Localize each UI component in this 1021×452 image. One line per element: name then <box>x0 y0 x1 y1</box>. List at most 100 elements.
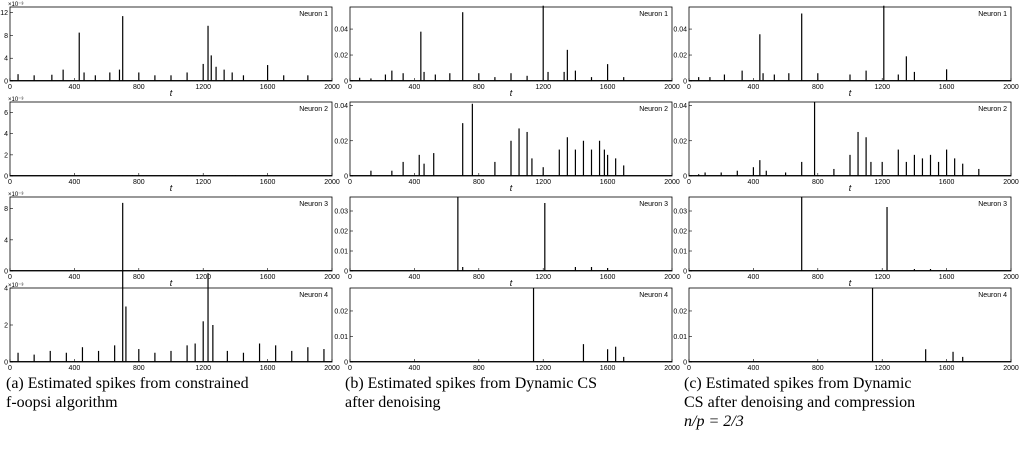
caption-a-line1: (a) Estimated spikes from constrained <box>6 375 249 392</box>
y-tick-label: 0 <box>4 360 8 367</box>
x-tick-label: 2000 <box>664 179 680 186</box>
y-tick-label: 0.01 <box>334 334 348 341</box>
x-tick-label: 1600 <box>939 179 955 186</box>
y-tick-label: 6 <box>4 110 8 117</box>
caption-c-line1: (c) Estimated spikes from Dynamic <box>684 375 912 392</box>
x-tick-label: 400 <box>748 84 760 91</box>
y-tick-label: 0.01 <box>673 334 687 341</box>
y-tick-label: 8 <box>4 33 8 40</box>
x-tick-label: 1600 <box>939 84 955 91</box>
plot-frame <box>688 6 1012 82</box>
x-tick-label: 2000 <box>324 84 340 91</box>
x-tick-label: 400 <box>748 365 760 370</box>
y-tick-label: 4 <box>4 56 8 63</box>
x-tick-label: 800 <box>473 179 485 186</box>
x-tick-label: 400 <box>69 84 81 91</box>
x-tick-label: 0 <box>8 179 12 186</box>
x-tick-label: 1600 <box>260 274 276 281</box>
x-tick-label: 1200 <box>195 274 211 281</box>
x-tick-label: 0 <box>687 365 691 370</box>
x-tick-label: 0 <box>687 179 691 186</box>
y-tick-label: 0 <box>683 360 687 367</box>
plot-frame <box>9 101 333 177</box>
y-tick-label: 0.02 <box>673 308 687 315</box>
panel-3-1: 0 0.02 0.04 0 400 800 1200 1600 2000 t Neuron 1 <box>673 5 1019 98</box>
caption-a-line2: f-oopsi algorithm <box>6 394 118 411</box>
plot-frame <box>9 6 333 82</box>
y-tick-label: 0 <box>344 360 348 367</box>
x-tick-label: 800 <box>473 84 485 91</box>
y-tick-label: 4 <box>4 131 8 138</box>
y-tick-label: 8 <box>4 206 8 213</box>
y-tick-label: 0.03 <box>334 209 348 216</box>
x-tick-label: 0 <box>8 365 12 370</box>
panel-2-3: 0 0.01 0.02 0.03 0 400 800 1200 1600 2000 t Neuron … <box>334 196 680 288</box>
y-tick-label: 0.04 <box>673 103 687 110</box>
x-tick-label: 2000 <box>664 365 680 370</box>
caption-a: (a) Estimated spikes from constrained f-… <box>6 374 341 412</box>
panel-1-3: 0 4 8 ×10⁻³ 0 400 800 1200 1600 2000 t Neuron 3 <box>4 192 340 288</box>
y-exponent-label: ×10⁻³ <box>8 2 23 8</box>
x-axis-label: t <box>170 88 173 98</box>
y-tick-label: 0.02 <box>673 53 687 60</box>
x-tick-label: 400 <box>69 274 81 281</box>
x-tick-label: 1200 <box>535 179 551 186</box>
caption-b: (b) Estimated spikes from Dynamic CS aft… <box>345 374 680 412</box>
x-tick-label: 800 <box>133 274 145 281</box>
x-tick-label: 0 <box>348 84 352 91</box>
y-exponent-label: ×10⁻³ <box>8 192 23 198</box>
plot-frame <box>688 196 1012 272</box>
neuron-label: Neuron 3 <box>639 201 668 208</box>
y-tick-label: 12 <box>0 10 8 17</box>
x-tick-label: 1600 <box>260 179 276 186</box>
x-tick-label: 1600 <box>939 274 955 281</box>
y-tick-label: 0 <box>683 269 687 276</box>
x-tick-label: 400 <box>748 274 760 281</box>
plot-frame <box>349 287 673 363</box>
x-tick-label: 400 <box>409 274 421 281</box>
y-tick-label: 2 <box>4 323 8 330</box>
panel-3-4: 0 0.01 0.02 0 400 800 1200 1600 2000 t Neuron 4 <box>673 287 1019 370</box>
neuron-label: Neuron 1 <box>639 11 668 18</box>
x-tick-label: 400 <box>409 365 421 370</box>
y-tick-label: 0 <box>683 174 687 181</box>
neuron-label: Neuron 4 <box>978 292 1007 299</box>
y-exponent-label: ×10⁻³ <box>8 283 23 289</box>
y-tick-label: 0 <box>344 79 348 86</box>
x-tick-label: 400 <box>69 365 81 370</box>
plot-frame <box>688 287 1012 363</box>
neuron-label: Neuron 3 <box>978 201 1007 208</box>
caption-c-line2: CS after denoising and compression <box>684 394 916 411</box>
y-tick-label: 0.02 <box>673 229 687 236</box>
y-tick-label: 0 <box>4 269 8 276</box>
panel-2-2: 0 0.02 0.04 0 400 800 1200 1600 2000 t Neuron 2 <box>334 101 680 193</box>
x-tick-label: 2000 <box>1003 274 1019 281</box>
x-tick-label: 1600 <box>939 365 955 370</box>
x-axis-label: t <box>510 369 513 370</box>
caption-b-line2: after denoising <box>345 394 441 411</box>
y-tick-label: 0 <box>344 269 348 276</box>
x-tick-label: 1200 <box>195 84 211 91</box>
x-tick-label: 800 <box>473 365 485 370</box>
y-tick-label: 0.02 <box>334 308 348 315</box>
x-tick-label: 1200 <box>535 365 551 370</box>
caption-c: (c) Estimated spikes from Dynamic CS aft… <box>684 374 1019 431</box>
neuron-label: Neuron 2 <box>299 106 328 113</box>
caption-b-line1: (b) Estimated spikes from Dynamic CS <box>345 375 597 392</box>
x-tick-label: 1600 <box>600 274 616 281</box>
x-tick-label: 400 <box>748 179 760 186</box>
y-tick-label: 0.02 <box>334 229 348 236</box>
x-axis-label: t <box>849 369 852 370</box>
x-tick-label: 800 <box>133 84 145 91</box>
y-tick-label: 0.01 <box>673 249 687 256</box>
plot-frame <box>9 196 333 272</box>
x-tick-label: 1200 <box>535 84 551 91</box>
x-tick-label: 0 <box>348 179 352 186</box>
x-tick-label: 400 <box>409 179 421 186</box>
x-axis-label: t <box>849 183 852 193</box>
caption-row: (a) Estimated spikes from constrained f-… <box>0 370 1021 452</box>
x-axis-label: t <box>170 278 173 288</box>
y-tick-label: 4 <box>4 286 8 293</box>
y-tick-label: 0.02 <box>673 138 687 145</box>
